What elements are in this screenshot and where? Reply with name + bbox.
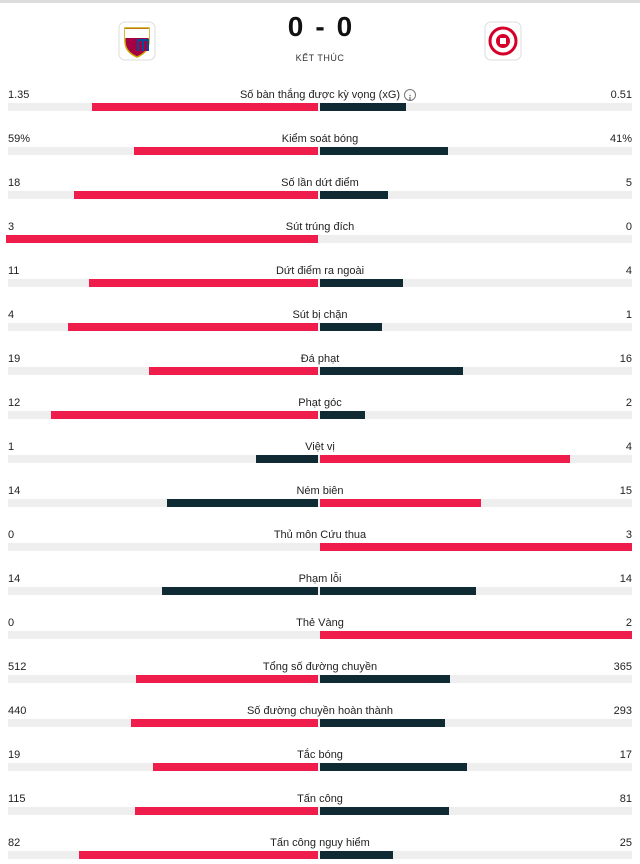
info-icon xyxy=(404,89,416,101)
home-value: 18 xyxy=(8,177,21,189)
home-value: 19 xyxy=(8,749,21,761)
home-value: 0 xyxy=(8,617,15,629)
home-value: 82 xyxy=(8,837,21,849)
home-value: 3 xyxy=(8,221,15,233)
home-value: 14 xyxy=(8,573,21,585)
away-bar xyxy=(320,807,449,815)
stat-label: Phạt góc xyxy=(298,397,342,409)
home-score: 0 xyxy=(287,11,304,42)
away-value: 365 xyxy=(613,661,632,673)
home-bar xyxy=(6,235,318,243)
away-value: 16 xyxy=(619,353,632,365)
home-value: 4 xyxy=(8,309,15,321)
stat-label: Ném biên xyxy=(296,485,344,497)
home-bar xyxy=(89,279,318,287)
score-separator: - xyxy=(315,11,325,42)
home-value: 59% xyxy=(8,133,31,145)
away-bar xyxy=(320,323,383,331)
home-bar xyxy=(68,323,318,331)
away-value: 14 xyxy=(619,573,632,585)
away-value: 1 xyxy=(625,309,632,321)
home-bar xyxy=(148,367,318,375)
stat-label: Dứt điểm ra ngoài xyxy=(275,265,365,277)
home-bar xyxy=(162,587,318,595)
stat-label: Tấn công xyxy=(297,793,343,805)
stat-label: Kiểm soát bóng xyxy=(281,133,359,145)
away-value: 4 xyxy=(625,265,632,277)
away-value: 4 xyxy=(625,441,632,453)
stat-label: Sút trúng đích xyxy=(285,221,355,233)
away-value: 41% xyxy=(609,133,632,145)
away-value: 17 xyxy=(619,749,632,761)
home-bar xyxy=(78,851,318,859)
away-score: 0 xyxy=(336,11,353,42)
home-value: 115 xyxy=(8,793,26,805)
home-value: 1 xyxy=(8,441,15,453)
away-bar xyxy=(320,191,388,199)
home-bar xyxy=(135,675,318,683)
away-value: 2 xyxy=(625,397,632,409)
away-value: 293 xyxy=(613,705,632,717)
stat-label: Phạm lỗi xyxy=(298,573,342,585)
home-value: 12 xyxy=(8,397,21,409)
away-value: 0 xyxy=(625,221,632,233)
away-bar xyxy=(320,279,404,287)
away-bar xyxy=(320,543,632,551)
home-value: 19 xyxy=(8,353,21,365)
stat-label: Số đường chuyền hoàn thành xyxy=(246,705,394,717)
away-value: 0.51 xyxy=(610,89,632,101)
away-bar xyxy=(320,631,632,639)
home-bar xyxy=(133,147,318,155)
home-bar xyxy=(153,763,318,771)
stat-label: Số bàn thắng được kỳ vọng (xG) xyxy=(239,89,401,101)
home-bar xyxy=(73,191,318,199)
away-value: 3 xyxy=(625,529,632,541)
home-value: 11 xyxy=(8,265,20,277)
stat-label: Việt vị xyxy=(305,441,335,453)
bar-track xyxy=(8,235,632,243)
stat-label: Tắc bóng xyxy=(297,749,343,761)
info-glyph xyxy=(409,94,411,101)
away-bar xyxy=(320,763,468,771)
away-bar xyxy=(320,719,445,727)
away-value: 25 xyxy=(619,837,632,849)
home-bar xyxy=(134,807,318,815)
home-bar xyxy=(167,499,318,507)
away-value: 2 xyxy=(625,617,632,629)
home-value: 14 xyxy=(8,485,21,497)
stat-label: Tấn công nguy hiểm xyxy=(270,837,370,849)
home-value: 440 xyxy=(8,705,27,717)
score: 0-0 xyxy=(0,11,640,43)
home-value: 1.35 xyxy=(8,89,30,101)
home-logo xyxy=(118,21,156,61)
stat-label: Đá phạt xyxy=(300,353,340,365)
stat-label: Thủ môn Cứu thua xyxy=(273,529,367,541)
home-value: 512 xyxy=(8,661,27,673)
home-bar xyxy=(50,411,318,419)
away-bar xyxy=(320,499,482,507)
away-bar xyxy=(320,147,448,155)
away-bar xyxy=(320,411,365,419)
away-bar xyxy=(320,587,476,595)
home-bar xyxy=(255,455,318,463)
away-bar xyxy=(320,455,570,463)
stat-label: Sút bị chặn xyxy=(292,309,348,321)
away-logo xyxy=(484,21,522,61)
away-value: 81 xyxy=(619,793,632,805)
stat-label: Tổng số đường chuyền xyxy=(262,661,378,673)
away-bar xyxy=(320,367,463,375)
away-value: 15 xyxy=(619,485,632,497)
home-bar xyxy=(130,719,318,727)
home-bar xyxy=(91,103,318,111)
away-bar xyxy=(320,103,406,111)
away-value: 5 xyxy=(625,177,632,189)
stat-label: Số lần dứt điểm xyxy=(281,177,359,189)
home-value: 0 xyxy=(8,529,15,541)
match-status: KẾT THÚC xyxy=(295,53,345,63)
away-bar xyxy=(320,675,450,683)
away-bar xyxy=(320,851,393,859)
stat-label: Thẻ Vàng xyxy=(296,617,344,629)
